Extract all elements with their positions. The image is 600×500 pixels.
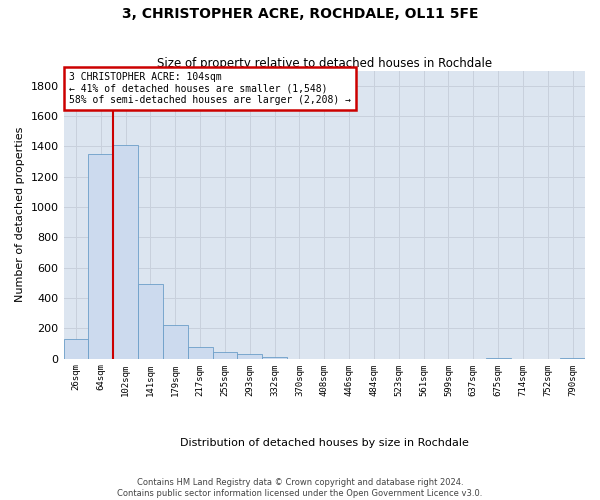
Text: 3 CHRISTOPHER ACRE: 104sqm
← 41% of detached houses are smaller (1,548)
58% of s: 3 CHRISTOPHER ACRE: 104sqm ← 41% of deta… bbox=[69, 72, 351, 106]
X-axis label: Distribution of detached houses by size in Rochdale: Distribution of detached houses by size … bbox=[180, 438, 469, 448]
Text: Contains HM Land Registry data © Crown copyright and database right 2024.
Contai: Contains HM Land Registry data © Crown c… bbox=[118, 478, 482, 498]
Bar bbox=[138, 284, 163, 358]
Bar bbox=[113, 145, 138, 358]
Bar bbox=[64, 339, 88, 358]
Bar bbox=[88, 154, 113, 358]
Text: 3, CHRISTOPHER ACRE, ROCHDALE, OL11 5FE: 3, CHRISTOPHER ACRE, ROCHDALE, OL11 5FE bbox=[122, 8, 478, 22]
Bar bbox=[163, 324, 188, 358]
Bar bbox=[212, 352, 238, 358]
Title: Size of property relative to detached houses in Rochdale: Size of property relative to detached ho… bbox=[157, 56, 492, 70]
Bar bbox=[188, 348, 212, 358]
Y-axis label: Number of detached properties: Number of detached properties bbox=[15, 127, 25, 302]
Bar bbox=[238, 354, 262, 358]
Bar bbox=[262, 357, 287, 358]
